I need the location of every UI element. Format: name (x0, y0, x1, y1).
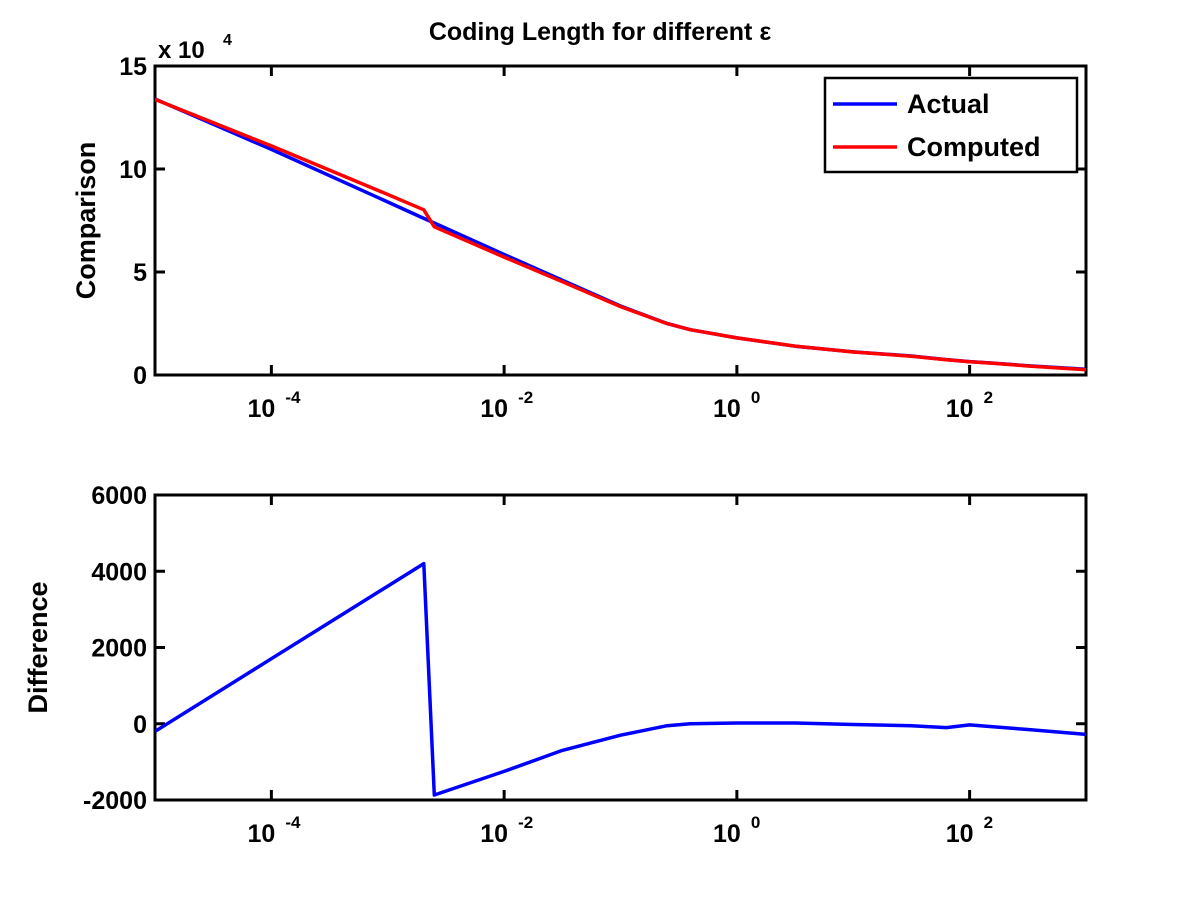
y-tick-label: 0 (133, 711, 147, 739)
x-tick-exponent: 0 (751, 813, 760, 832)
series-line-difference (155, 561, 1086, 797)
y-axis-label: Difference (23, 581, 53, 713)
y-tick-label: 6000 (91, 482, 147, 510)
x-tick-label: 10 (480, 395, 508, 423)
y-tick-label: 0 (133, 362, 147, 390)
y-multiplier: x 10 (158, 37, 205, 64)
x-tick-exponent: 2 (984, 813, 993, 832)
x-tick-exponent: -4 (285, 388, 301, 407)
legend-box (823, 76, 1079, 174)
y-tick-label: 5 (133, 259, 147, 287)
x-tick-exponent: 0 (751, 388, 760, 407)
x-tick-label: 10 (946, 820, 974, 848)
y-tick-label: 15 (119, 53, 147, 81)
x-tick-label: 10 (247, 820, 275, 848)
y-multiplier-exponent: 4 (223, 32, 232, 49)
x-tick-label: 10 (713, 395, 741, 423)
x-tick-label: 10 (247, 395, 275, 423)
series-line-computed (155, 97, 1086, 372)
axes-box-0 (153, 64, 1088, 377)
legend-label: Computed (907, 132, 1040, 162)
x-tick-exponent: -2 (518, 388, 533, 407)
chart-title: Coding Length for different ε (429, 18, 772, 46)
y-tick-label: 2000 (91, 635, 147, 663)
y-axis-label: Comparison (71, 142, 101, 300)
y-tick-label: -2000 (83, 787, 147, 815)
legend-label: Actual (907, 89, 990, 119)
x-tick-label: 10 (946, 395, 974, 423)
axes-box-1 (153, 493, 1088, 802)
x-tick-exponent: -2 (518, 813, 533, 832)
x-tick-exponent: 2 (984, 388, 993, 407)
y-tick-label: 10 (119, 156, 147, 184)
x-tick-label: 10 (480, 820, 508, 848)
x-tick-label: 10 (713, 820, 741, 848)
x-tick-exponent: -4 (285, 813, 301, 832)
y-tick-label: 4000 (91, 558, 147, 586)
